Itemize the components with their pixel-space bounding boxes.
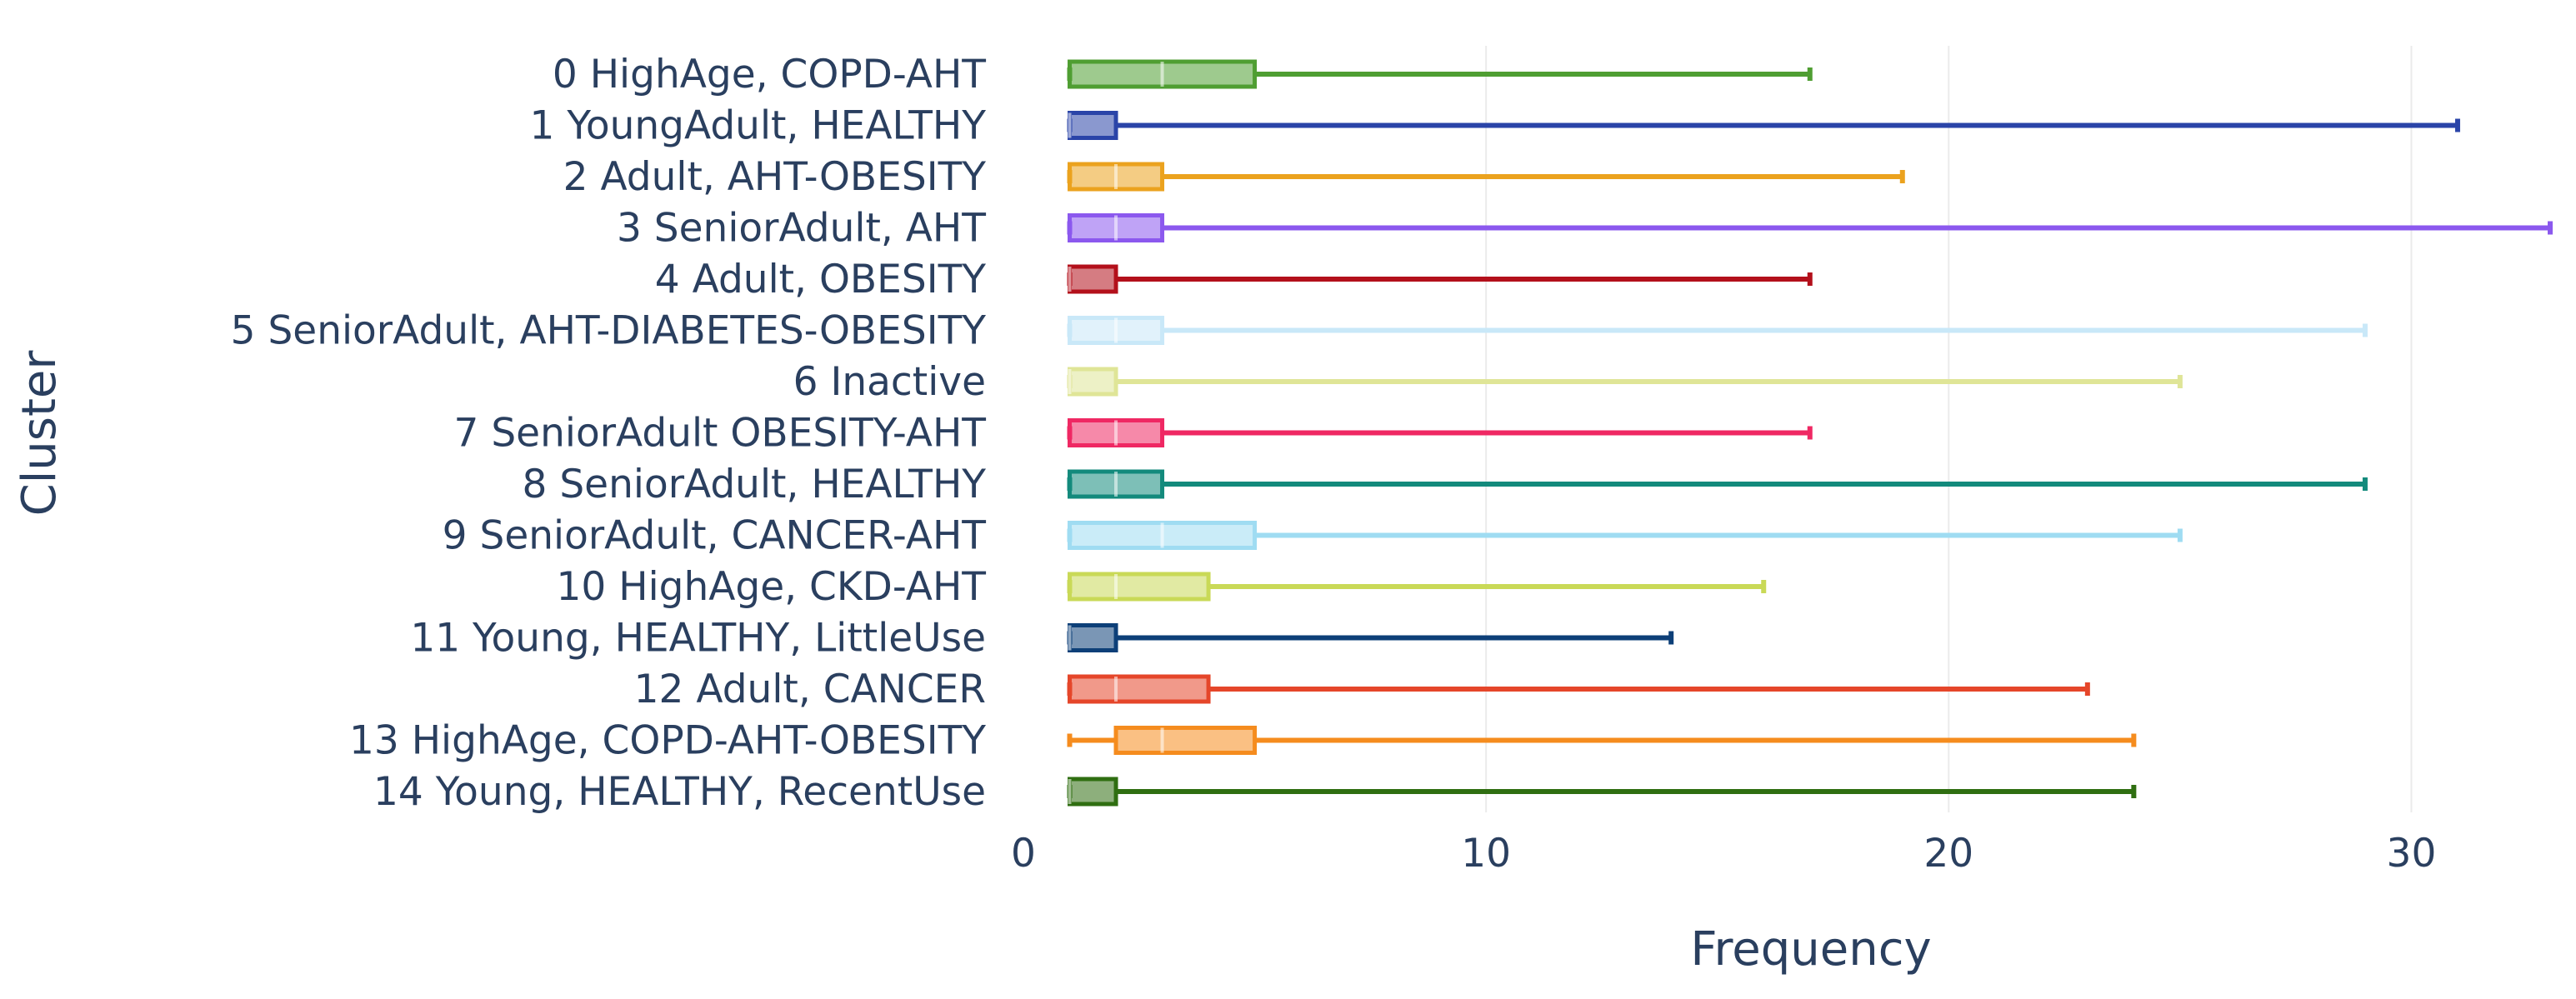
y-axis-title: Cluster — [13, 350, 67, 517]
box-series-3[interactable] — [1067, 213, 2553, 242]
box-iqr — [1068, 777, 1118, 807]
box-series-4[interactable] — [1067, 264, 1813, 294]
x-tick-label: 30 — [2387, 831, 2437, 877]
category-label: 2 Adult, AHT-OBESITY — [563, 154, 987, 200]
category-label: 5 SeniorAdult, AHT-DIABETES-OBESITY — [231, 308, 987, 354]
category-label: 11 Young, HEALTHY, LittleUse — [410, 616, 986, 662]
box-series-12[interactable] — [1067, 674, 2090, 704]
box-iqr — [1113, 726, 1258, 755]
box-series-1[interactable] — [1067, 111, 2460, 140]
category-label: 14 Young, HEALTHY, RecentUse — [373, 769, 986, 815]
category-label: 1 YoungAdult, HEALTHY — [530, 103, 987, 149]
box-series-7[interactable] — [1067, 418, 1813, 447]
box-series-2[interactable] — [1067, 162, 1905, 192]
category-label: 8 SeniorAdult, HEALTHY — [523, 462, 987, 507]
x-tick-label: 10 — [1461, 831, 1511, 877]
category-label: 12 Adult, CANCER — [634, 667, 986, 712]
category-label: 9 SeniorAdult, CANCER-AHT — [443, 513, 987, 559]
category-label: 0 HighAge, COPD-AHT — [553, 52, 986, 97]
box-series-5[interactable] — [1067, 316, 2368, 345]
box-iqr — [1068, 572, 1211, 602]
category-label: 13 HighAge, COPD-AHT-OBESITY — [349, 718, 986, 764]
category-label: 7 SeniorAdult OBESITY-AHT — [454, 411, 987, 457]
category-label: 6 Inactive — [793, 359, 986, 405]
box-iqr — [1068, 623, 1118, 652]
box-series-8[interactable] — [1067, 469, 2368, 499]
box-iqr — [1068, 674, 1211, 704]
x-tick-labels: 0 10 20 30 — [1011, 831, 2436, 877]
box-series-9[interactable] — [1067, 521, 2183, 550]
category-label: 4 Adult, OBESITY — [655, 257, 986, 302]
box-series-14[interactable] — [1067, 777, 2137, 807]
category-labels: 0 HighAge, COPD-AHT 1 YoungAdult, HEALTHY… — [231, 52, 987, 815]
box-series-11[interactable] — [1067, 623, 1674, 652]
category-label: 10 HighAge, CKD-AHT — [556, 564, 986, 610]
x-tick-label: 0 — [1011, 831, 1036, 877]
box-layer — [1067, 59, 2553, 807]
box-iqr — [1068, 111, 1118, 140]
box-series-0[interactable] — [1067, 59, 1813, 89]
category-label: 3 SeniorAdult, AHT — [617, 206, 986, 252]
box-series-10[interactable] — [1067, 572, 1767, 602]
x-axis-title: Frequency — [1690, 922, 1931, 977]
box-series-13[interactable] — [1067, 726, 2137, 755]
box-series-6[interactable] — [1067, 367, 2183, 397]
box-iqr — [1068, 367, 1118, 397]
grid-layer — [1485, 46, 2413, 812]
box-iqr — [1068, 264, 1118, 294]
x-tick-label: 20 — [1923, 831, 1973, 877]
